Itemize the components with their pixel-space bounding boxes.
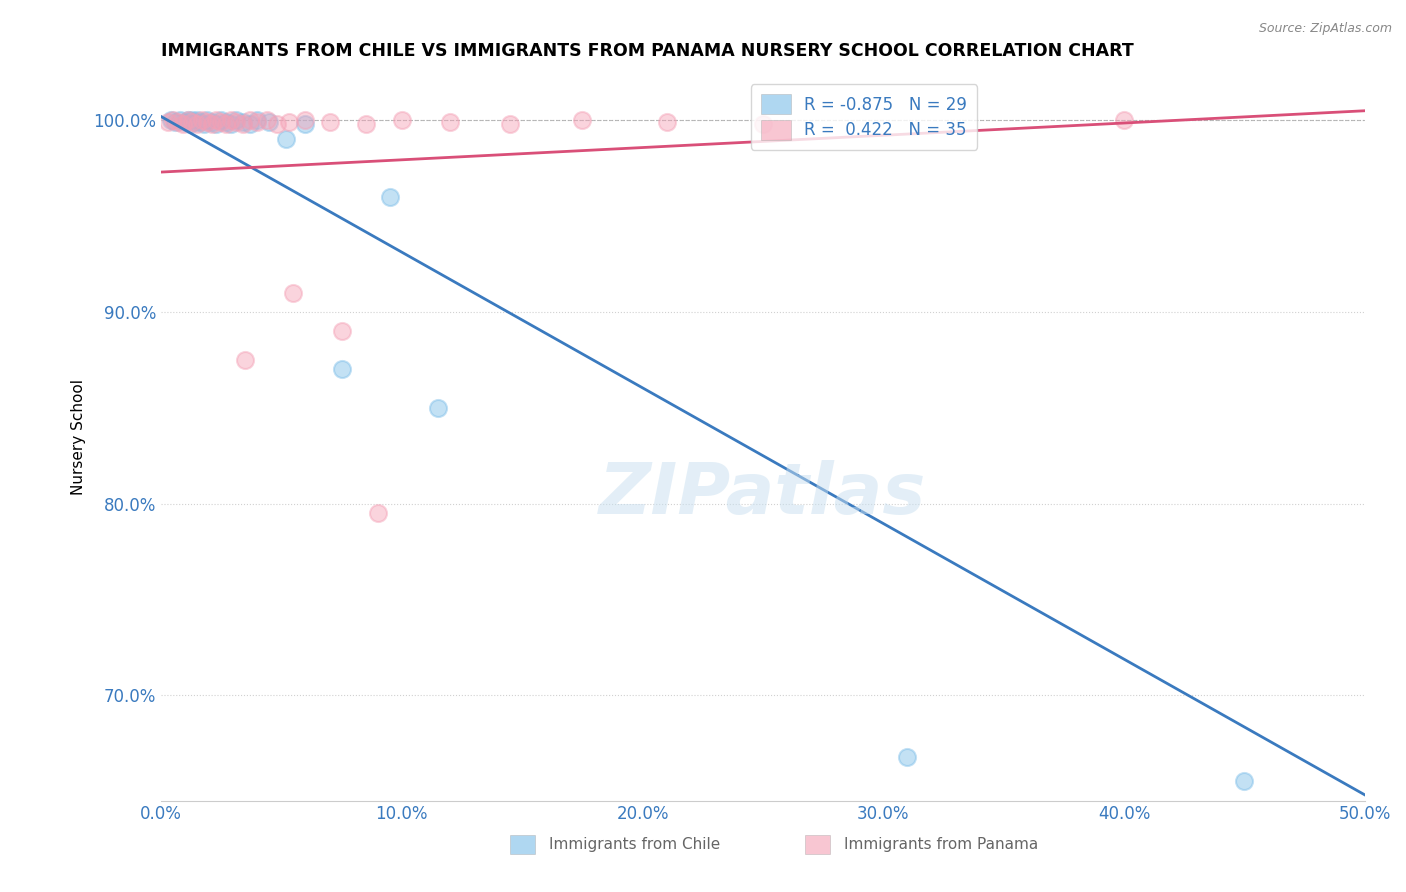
Point — [232, 115, 254, 129]
Point — [896, 749, 918, 764]
Point — [209, 115, 232, 129]
Point — [176, 113, 198, 128]
Point — [159, 113, 181, 128]
Point — [157, 115, 180, 129]
Point — [215, 117, 238, 131]
Point — [1233, 774, 1256, 789]
Point — [165, 115, 187, 129]
Point — [162, 113, 184, 128]
Point — [219, 113, 242, 128]
Point — [239, 113, 262, 128]
Point — [176, 113, 198, 128]
Text: Source: ZipAtlas.com: Source: ZipAtlas.com — [1258, 22, 1392, 36]
Point — [181, 115, 204, 129]
Text: IMMIGRANTS FROM CHILE VS IMMIGRANTS FROM PANAMA NURSERY SCHOOL CORRELATION CHART: IMMIGRANTS FROM CHILE VS IMMIGRANTS FROM… — [162, 42, 1133, 60]
Point — [209, 113, 232, 128]
Point — [294, 113, 316, 128]
Point — [219, 117, 242, 131]
Point — [201, 115, 224, 129]
Point — [188, 115, 211, 129]
Point — [195, 113, 218, 128]
Text: Immigrants from Chile: Immigrants from Chile — [550, 837, 720, 852]
Point — [246, 113, 269, 128]
Point — [266, 117, 288, 131]
Point — [318, 115, 340, 129]
Point — [201, 117, 224, 131]
Point — [259, 115, 281, 129]
Point — [169, 113, 191, 128]
Point — [439, 115, 461, 129]
Point — [277, 115, 299, 129]
Point — [330, 362, 353, 376]
Point — [367, 506, 389, 520]
Point — [191, 113, 214, 128]
Point — [186, 113, 208, 128]
Point — [571, 113, 593, 128]
Point — [193, 117, 215, 131]
Point — [233, 352, 256, 367]
Y-axis label: Nursery School: Nursery School — [72, 378, 86, 494]
Point — [184, 115, 207, 129]
Point — [499, 117, 522, 131]
Point — [330, 324, 353, 338]
Point — [225, 113, 247, 128]
Point — [391, 113, 413, 128]
Point — [354, 117, 377, 131]
Point — [378, 190, 401, 204]
Point — [426, 401, 449, 415]
Point — [283, 285, 305, 300]
Point — [752, 117, 775, 131]
Point — [174, 115, 197, 129]
Point — [276, 132, 298, 146]
Point — [232, 117, 254, 131]
Legend: R = -0.875   N = 29, R =  0.422   N = 35: R = -0.875 N = 29, R = 0.422 N = 35 — [751, 85, 977, 150]
Point — [205, 113, 228, 128]
Point — [239, 117, 262, 131]
Point — [195, 115, 218, 129]
Point — [215, 115, 238, 129]
Point — [172, 117, 194, 131]
Point — [256, 113, 278, 128]
Point — [655, 115, 678, 129]
Point — [225, 115, 247, 129]
Point — [1112, 113, 1135, 128]
Text: Immigrants from Panama: Immigrants from Panama — [845, 837, 1039, 852]
Point — [181, 113, 204, 128]
Point — [205, 117, 228, 131]
Point — [179, 117, 201, 131]
Point — [294, 117, 316, 131]
Text: ZIPatlas: ZIPatlas — [599, 460, 927, 529]
Point — [186, 117, 208, 131]
Point — [167, 115, 190, 129]
Point — [246, 115, 269, 129]
